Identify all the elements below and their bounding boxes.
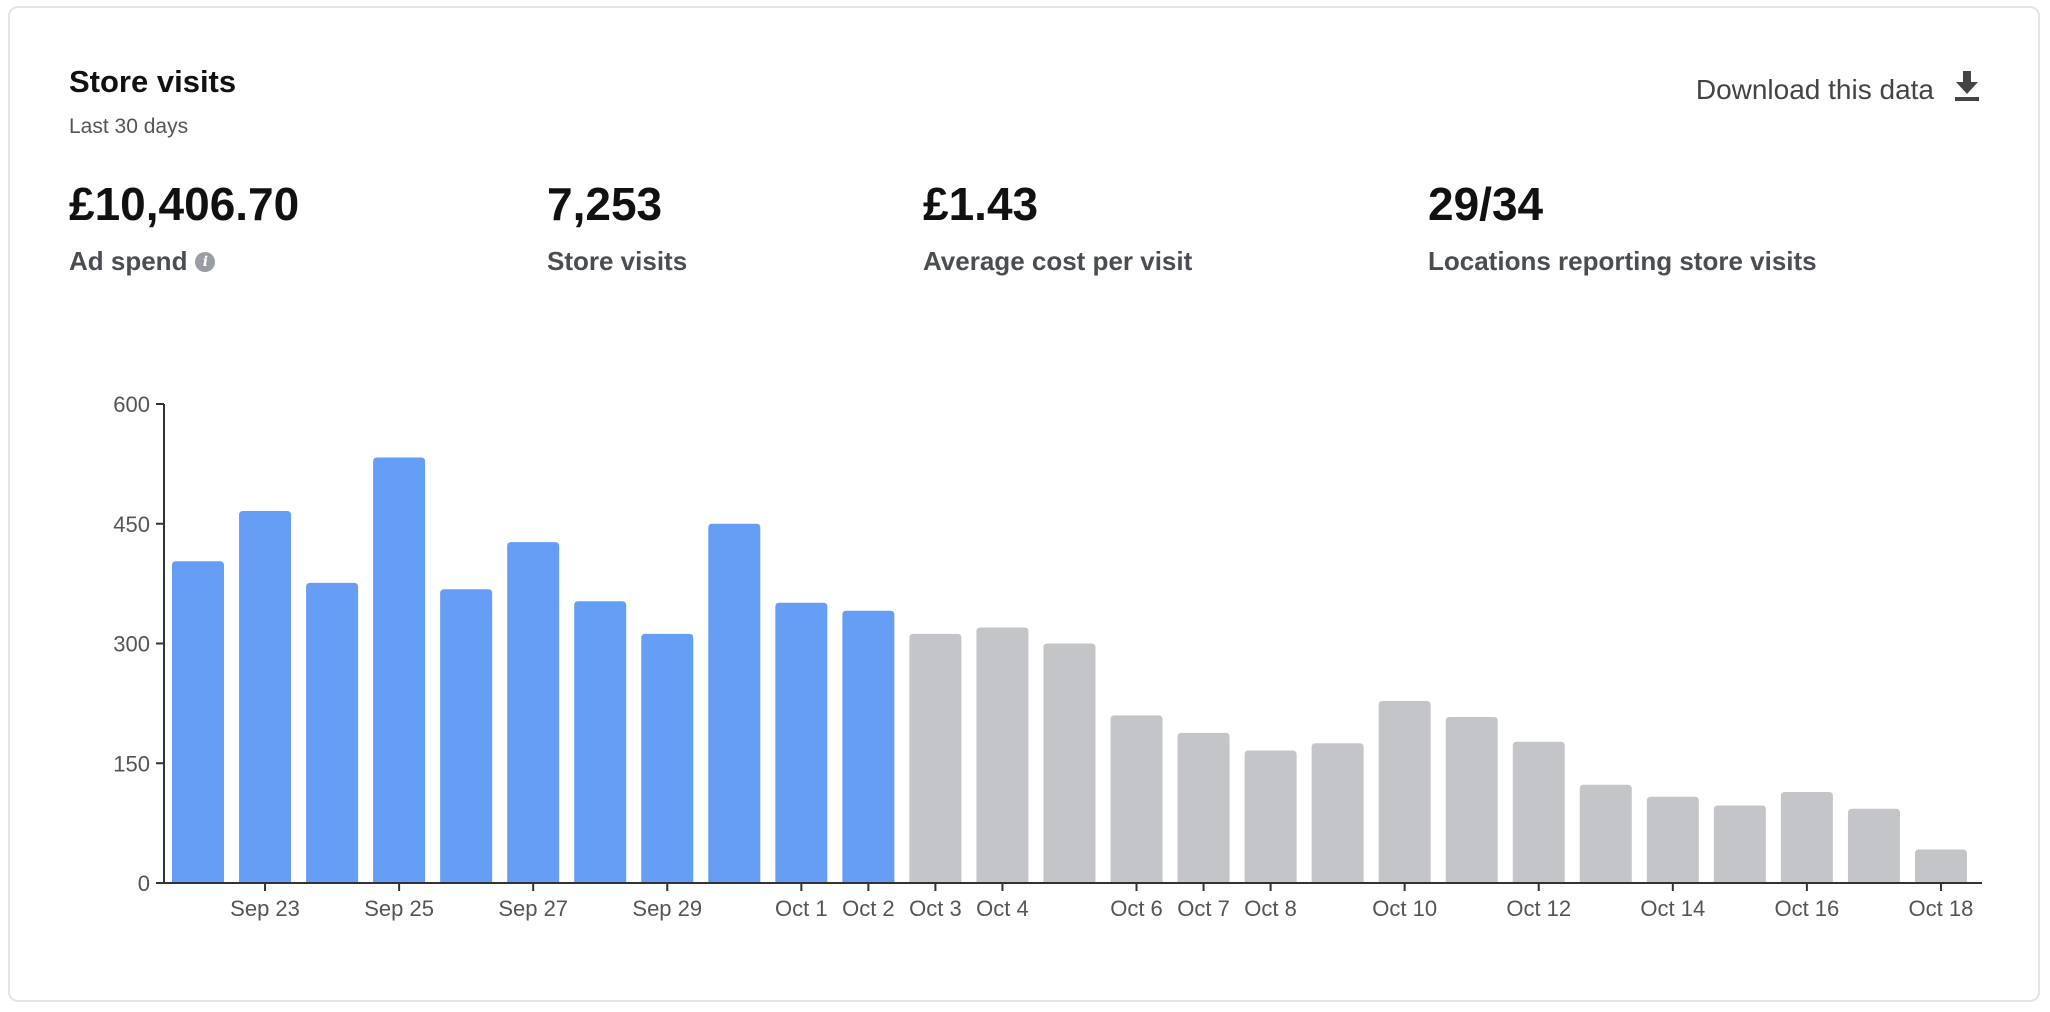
download-label: Download this data bbox=[1695, 73, 1934, 105]
stat-label: Ad spend bbox=[69, 246, 188, 276]
x-tick-label: Oct 12 bbox=[1506, 896, 1571, 921]
x-tick-label: Oct 4 bbox=[976, 896, 1029, 921]
chart-bar bbox=[1847, 808, 1900, 883]
chart-bar bbox=[306, 582, 359, 883]
stat-store-visits: 7,253 Store visits bbox=[547, 176, 687, 277]
download-data-button[interactable]: Download this data bbox=[1696, 70, 1980, 109]
stat-ad-spend: £10,406.70 Ad spend i bbox=[69, 176, 299, 277]
info-icon[interactable]: i bbox=[195, 251, 216, 272]
chart-bar bbox=[1311, 743, 1364, 883]
chart-bar bbox=[775, 602, 828, 883]
chart-bar bbox=[1445, 716, 1498, 883]
y-tick-label: 300 bbox=[113, 632, 150, 657]
y-tick-label: 450 bbox=[113, 512, 150, 537]
card-title: Store visits bbox=[69, 64, 237, 99]
x-tick-label: Oct 16 bbox=[1774, 896, 1839, 921]
chart-bar bbox=[1579, 784, 1632, 883]
chart-bar bbox=[1914, 849, 1967, 883]
x-tick-label: Sep 29 bbox=[632, 896, 702, 921]
chart-bar bbox=[1110, 715, 1163, 883]
stat-locations-reporting: 29/34 Locations reporting store visits bbox=[1428, 176, 1817, 277]
stat-value: £10,406.70 bbox=[69, 178, 300, 230]
x-tick-label: Oct 6 bbox=[1110, 896, 1163, 921]
y-tick-label: 0 bbox=[138, 871, 150, 896]
x-tick-label: Oct 3 bbox=[909, 896, 962, 921]
stat-average-cost: £1.43 Average cost per visit bbox=[923, 176, 1192, 277]
chart-bar bbox=[1780, 791, 1833, 883]
download-icon bbox=[1954, 70, 1980, 109]
chart-bar bbox=[1646, 796, 1699, 883]
chart-bar bbox=[1713, 805, 1766, 883]
chart-bar bbox=[239, 510, 292, 883]
chart-bar bbox=[1512, 741, 1565, 883]
x-tick-label: Oct 14 bbox=[1640, 896, 1705, 921]
stat-value: 29/34 bbox=[1428, 178, 1544, 230]
chart-bar bbox=[1043, 643, 1096, 883]
chart-bar bbox=[1244, 750, 1297, 883]
date-range-label: Last 30 days bbox=[69, 115, 189, 138]
stat-value: £1.43 bbox=[923, 178, 1039, 230]
stat-value: 7,253 bbox=[547, 178, 663, 230]
chart-bar bbox=[842, 610, 895, 883]
chart-bar bbox=[172, 561, 224, 883]
chart-bar bbox=[708, 523, 761, 883]
x-tick-label: Oct 2 bbox=[842, 896, 895, 921]
x-tick-label: Sep 23 bbox=[230, 896, 300, 921]
chart-bar bbox=[373, 457, 426, 883]
chart-bar bbox=[909, 633, 962, 883]
chart-bar bbox=[1378, 700, 1431, 883]
x-tick-label: Oct 18 bbox=[1909, 896, 1974, 921]
x-tick-label: Oct 10 bbox=[1372, 896, 1437, 921]
chart-bar bbox=[641, 633, 694, 883]
x-tick-label: Oct 7 bbox=[1177, 896, 1230, 921]
stat-label: Average cost per visit bbox=[923, 246, 1193, 276]
stat-label: Store visits bbox=[547, 246, 688, 276]
y-tick-label: 150 bbox=[113, 751, 150, 776]
chart-bar bbox=[1177, 732, 1230, 883]
x-tick-label: Sep 27 bbox=[498, 896, 568, 921]
y-tick-label: 600 bbox=[113, 392, 150, 417]
stat-label: Locations reporting store visits bbox=[1428, 246, 1817, 276]
chart-bar bbox=[976, 627, 1029, 883]
chart-bar bbox=[440, 589, 493, 883]
x-tick-label: Sep 25 bbox=[364, 896, 434, 921]
x-tick-label: Oct 8 bbox=[1244, 896, 1297, 921]
chart-bar bbox=[507, 542, 560, 883]
chart-bar bbox=[574, 601, 627, 883]
x-tick-label: Oct 1 bbox=[775, 896, 828, 921]
